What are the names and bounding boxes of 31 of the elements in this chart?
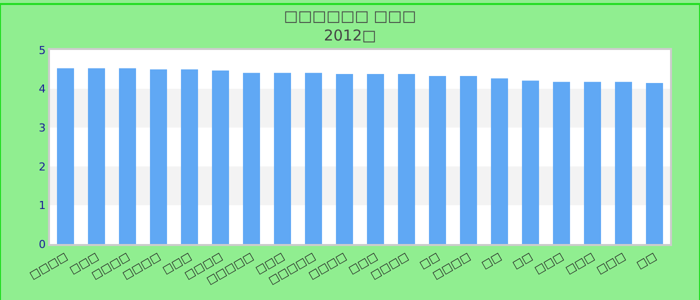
bar <box>366 74 384 244</box>
bar <box>428 76 446 244</box>
bar <box>646 82 664 244</box>
bar <box>304 72 322 244</box>
y-tick-label: 0 <box>38 238 46 251</box>
x-tick-label: □□ <box>510 250 535 272</box>
bar <box>274 72 292 244</box>
x-tick-label: □□ <box>479 250 504 272</box>
bar <box>88 68 106 244</box>
y-tick-label: 2 <box>38 160 46 174</box>
x-tick-label: □□ <box>634 250 659 272</box>
bar <box>180 69 198 244</box>
bar <box>490 78 508 244</box>
bar <box>398 74 416 244</box>
y-tick-label: 5 <box>38 44 46 57</box>
chart-subtitle: 2012□ <box>324 26 376 44</box>
bar <box>460 76 478 244</box>
chart-title: □□□□□□ □□□ <box>284 7 416 25</box>
bar <box>552 82 570 244</box>
bar <box>118 68 136 244</box>
y-tick-label: 1 <box>38 199 46 212</box>
y-tick-label: 4 <box>38 82 46 96</box>
bar <box>614 82 632 244</box>
bar <box>150 69 168 244</box>
bar <box>584 82 602 244</box>
bar <box>336 74 354 244</box>
y-tick-label: 3 <box>38 121 46 134</box>
bar <box>242 72 260 244</box>
bar <box>522 80 540 244</box>
bar <box>56 68 74 244</box>
bar <box>212 70 230 244</box>
